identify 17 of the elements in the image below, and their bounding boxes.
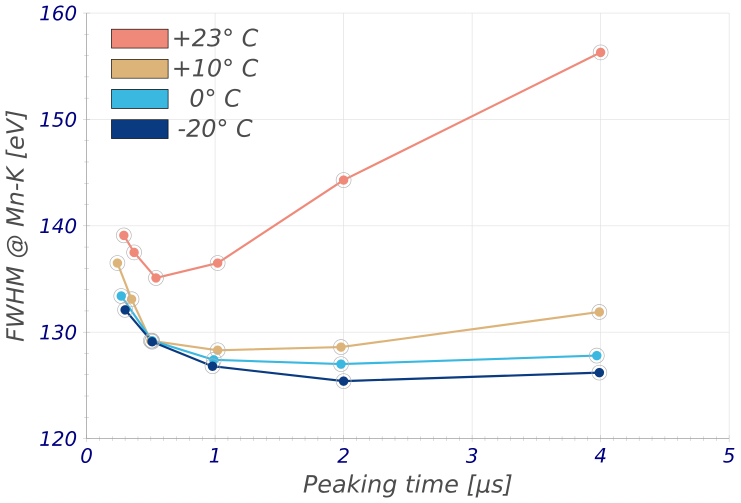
x-axis-title: Peaking time [µs] xyxy=(304,474,512,498)
x-tick-label: 4 xyxy=(594,448,606,462)
x-tick-label: 1 xyxy=(210,448,218,462)
legend-label: +10° C xyxy=(174,58,258,77)
x-tick-label: 5 xyxy=(723,448,734,463)
y-tick-label: 150 xyxy=(40,112,76,127)
y-tick-label: 140 xyxy=(40,218,76,234)
legend-label: +23° C xyxy=(174,28,258,47)
y-axis-title: FWHM @ Mn-K [eV] xyxy=(6,110,28,342)
x-tick-label: 3 xyxy=(466,448,478,464)
legend-label: -20° C xyxy=(178,119,253,138)
x-tick-label: 0 xyxy=(81,448,92,464)
legend-label: 0° C xyxy=(190,88,241,107)
y-tick-label: 160 xyxy=(40,5,76,21)
x-tick-label: 2 xyxy=(337,448,349,463)
y-tick-label: 130 xyxy=(40,324,76,340)
y-tick-label: 120 xyxy=(40,431,76,446)
